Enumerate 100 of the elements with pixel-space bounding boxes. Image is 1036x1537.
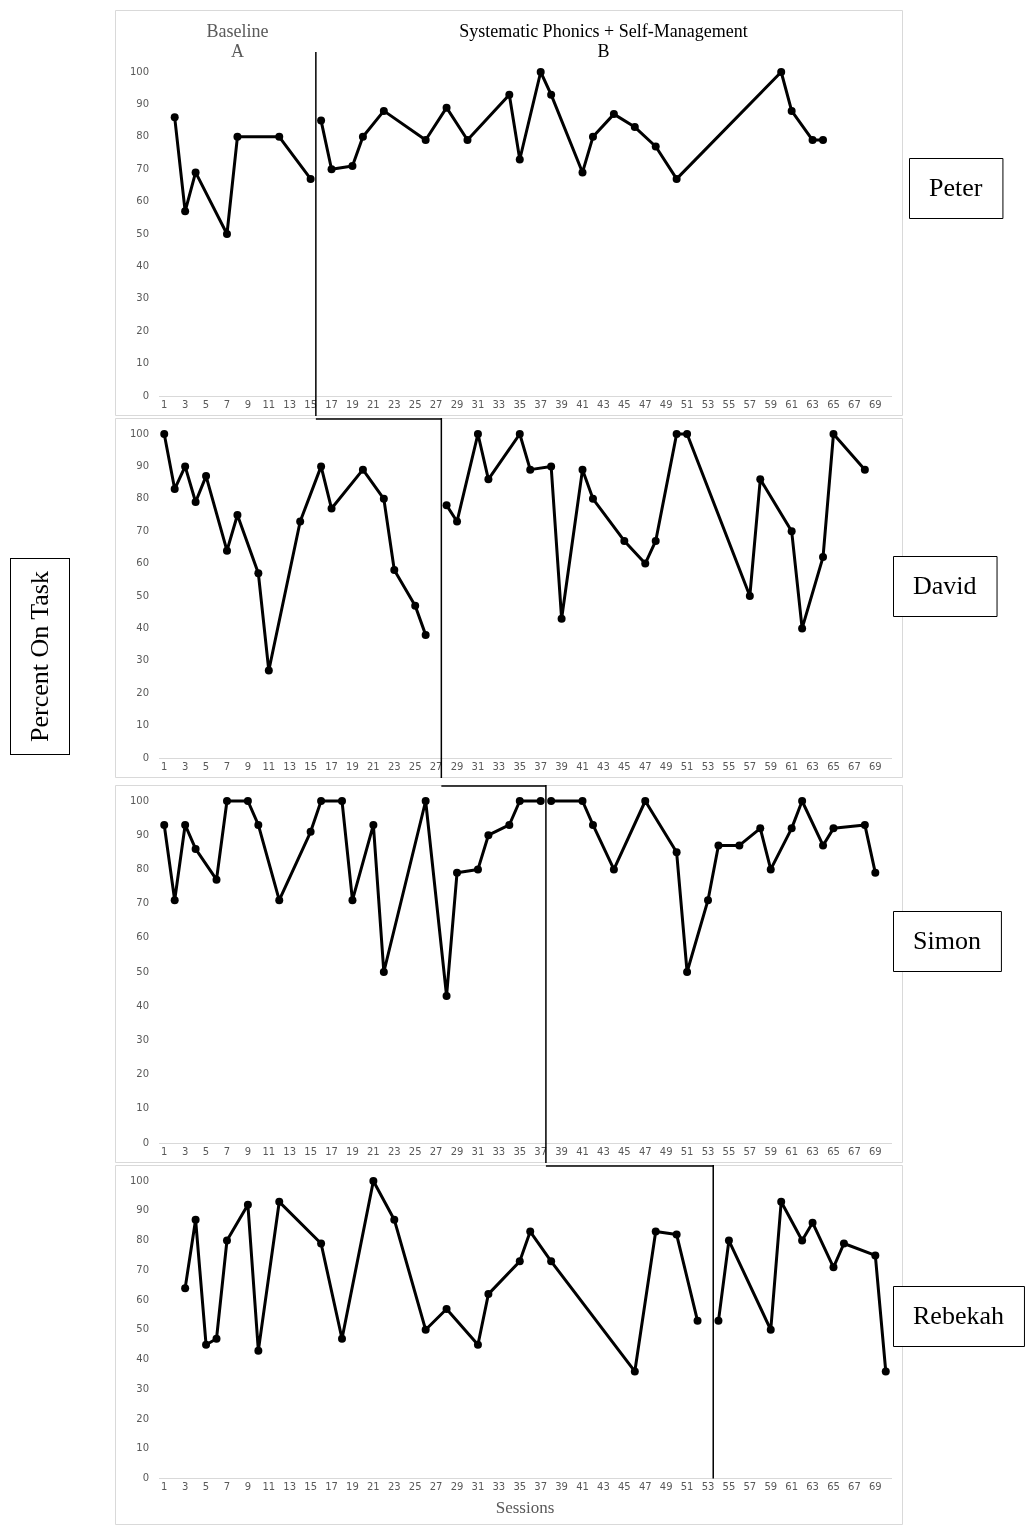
point <box>578 168 587 177</box>
point <box>379 968 388 976</box>
point <box>515 430 524 438</box>
point <box>379 494 388 503</box>
x-tick-label: 9 <box>244 760 252 772</box>
x-tick-label: 25 <box>408 1145 422 1157</box>
x-tick-label: 41 <box>576 1145 589 1157</box>
point <box>588 820 597 829</box>
x-tick-label: 43 <box>597 1481 610 1493</box>
x-tick-label: 7 <box>223 398 231 410</box>
point <box>275 1197 284 1206</box>
point <box>421 630 430 639</box>
y-axis-title: Percent On Task <box>10 558 70 755</box>
point <box>170 113 179 122</box>
point <box>526 1227 535 1236</box>
point <box>839 1239 848 1248</box>
point <box>787 527 796 536</box>
x-tick-label: 61 <box>785 760 799 772</box>
point <box>463 136 472 145</box>
point <box>798 797 807 805</box>
x-tick-label: 7 <box>223 1145 231 1157</box>
x-tick-label: 51 <box>680 760 694 772</box>
point <box>254 820 263 829</box>
point <box>484 1290 493 1299</box>
point <box>181 820 190 829</box>
point <box>745 592 754 600</box>
point <box>473 430 482 438</box>
point <box>411 601 420 610</box>
x-tick-label: 53 <box>701 1481 715 1493</box>
point <box>421 136 430 145</box>
x-tick-label: 69 <box>868 398 882 410</box>
x-tick-label: 11 <box>262 1481 276 1493</box>
x-tick-label: 1 <box>161 1481 168 1493</box>
point <box>421 797 430 805</box>
x-tick-label: 5 <box>202 398 210 410</box>
point <box>714 841 723 850</box>
x-tick-label: 1 <box>161 398 168 410</box>
x-tick-label: 63 <box>806 760 819 772</box>
point <box>222 1236 231 1245</box>
point <box>254 1346 263 1355</box>
x-tick-label: 5 <box>202 1481 210 1493</box>
x-tick-label: 67 <box>848 1145 861 1157</box>
point <box>798 624 807 633</box>
point <box>473 865 482 874</box>
x-tick-label: 19 <box>346 1481 359 1493</box>
point <box>505 90 514 99</box>
x-tick-label: 43 <box>597 398 610 410</box>
point <box>233 511 242 519</box>
x-tick-label: 29 <box>450 1145 464 1157</box>
x-tick-label: 67 <box>848 760 861 772</box>
x-tick-label: 47 <box>638 1481 652 1493</box>
x-tick-label: 3 <box>181 1481 189 1493</box>
point <box>170 485 179 494</box>
point <box>547 462 556 471</box>
x-tick-label: 49 <box>659 760 673 772</box>
point <box>254 569 263 578</box>
x-tick-label: 35 <box>513 398 527 410</box>
point <box>191 844 200 853</box>
point <box>264 666 273 675</box>
point <box>160 820 169 829</box>
point <box>327 165 336 174</box>
x-tick-label: 33 <box>492 760 506 772</box>
x-tick-label: 37 <box>534 760 548 772</box>
point <box>860 465 869 474</box>
point <box>871 868 880 877</box>
y-tick-label: 90 <box>136 828 149 840</box>
y-tick-label: 0 <box>142 1136 149 1148</box>
point <box>578 797 587 805</box>
x-tick-label: 39 <box>555 760 568 772</box>
point <box>819 136 828 145</box>
point <box>379 106 388 115</box>
x-tick-label: 37 <box>534 398 548 410</box>
x-tick-label: 23 <box>387 1481 401 1493</box>
point <box>369 1177 378 1185</box>
point <box>766 865 775 874</box>
x-tick-label: 17 <box>325 398 338 410</box>
point <box>547 797 556 805</box>
point <box>369 820 378 829</box>
x-tick-label: 39 <box>555 398 568 410</box>
x-tick-label: 23 <box>387 760 401 772</box>
point <box>515 155 524 164</box>
x-tick-label: 17 <box>325 1145 338 1157</box>
y-tick-label: 50 <box>136 965 149 977</box>
x-tick-label: 25 <box>408 1481 422 1493</box>
point <box>212 1334 221 1343</box>
point <box>641 559 650 568</box>
point <box>181 1284 190 1293</box>
point <box>829 430 838 438</box>
y-tick-label: 30 <box>136 292 149 304</box>
point <box>317 797 326 805</box>
point <box>390 566 399 575</box>
x-tick-label: 43 <box>597 760 610 772</box>
point <box>338 797 346 805</box>
x-tick-label: 65 <box>827 760 840 772</box>
x-tick-label: 29 <box>450 398 464 410</box>
y-tick-label: 80 <box>136 492 149 504</box>
y-tick-label: 90 <box>136 1204 149 1216</box>
x-tick-label: 65 <box>827 398 840 410</box>
x-tick-label: 55 <box>722 398 736 410</box>
point <box>327 504 336 513</box>
